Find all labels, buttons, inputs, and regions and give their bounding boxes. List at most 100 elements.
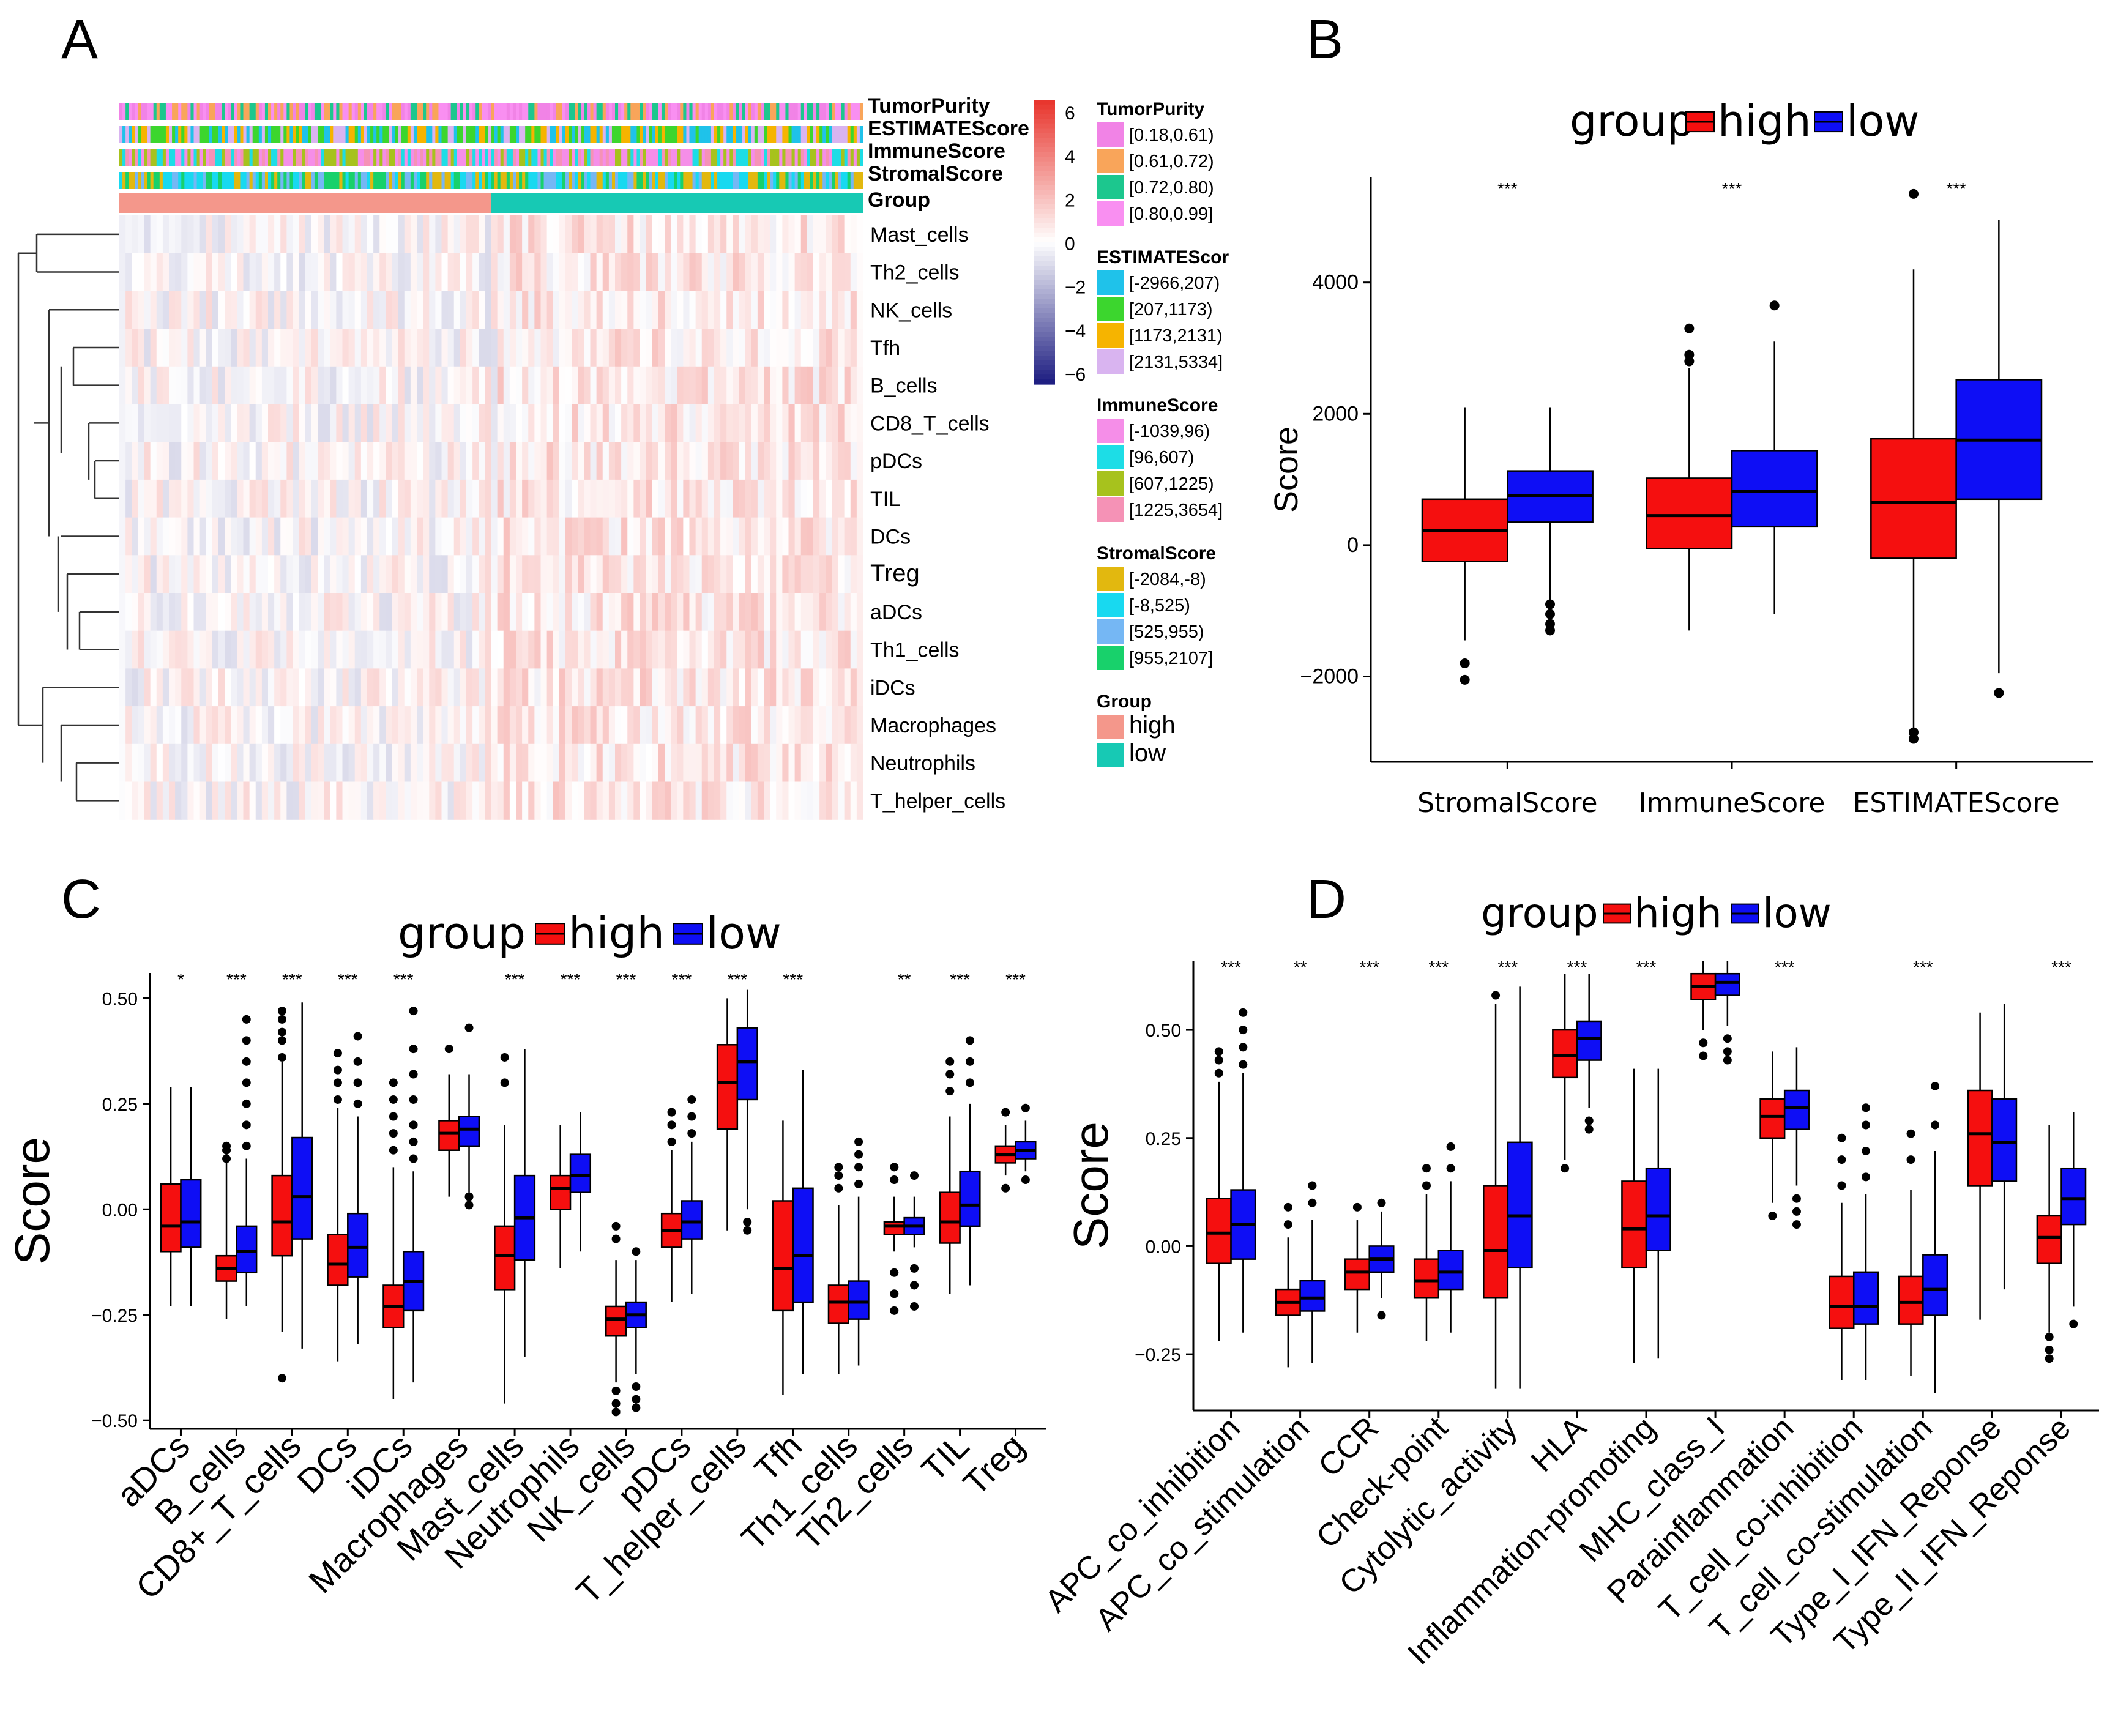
heatmap-cell bbox=[807, 253, 814, 291]
heatmap-cell bbox=[243, 743, 250, 783]
heatmap-cell bbox=[665, 291, 671, 329]
heatmap-cell bbox=[646, 253, 653, 291]
heatmap-cell bbox=[701, 668, 709, 707]
heatmap-cell bbox=[138, 253, 145, 291]
annotation-cell bbox=[856, 126, 860, 143]
heatmap-cell bbox=[844, 668, 851, 707]
heatmap-cell bbox=[695, 593, 703, 631]
heatmap-cell bbox=[429, 291, 436, 329]
heatmap-cell bbox=[373, 329, 380, 367]
annotation-cell bbox=[785, 172, 789, 189]
annotation-cell bbox=[528, 126, 532, 143]
outlier-point bbox=[409, 1070, 418, 1079]
heatmap-cell bbox=[707, 329, 715, 367]
annotation-cell bbox=[395, 126, 399, 143]
heatmap-cell bbox=[528, 630, 535, 669]
heatmap-cell bbox=[379, 668, 386, 707]
heatmap-cell bbox=[274, 517, 281, 556]
annotation-cell bbox=[258, 103, 263, 120]
heatmap-cell bbox=[615, 291, 622, 329]
annotation-cell bbox=[283, 149, 287, 166]
heatmap-cell bbox=[640, 253, 647, 291]
annotation-cell bbox=[618, 103, 622, 120]
heatmap-cell bbox=[794, 442, 802, 480]
annotation-cell bbox=[252, 103, 256, 120]
annotation-cell bbox=[726, 149, 730, 166]
annotation-cell bbox=[581, 103, 584, 120]
box-body bbox=[1991, 1098, 2018, 1182]
annotation-cell bbox=[770, 172, 774, 189]
annotation-cell bbox=[512, 103, 516, 120]
heatmap-cell bbox=[726, 781, 733, 820]
heatmap-cell bbox=[788, 291, 796, 329]
annotation-cell bbox=[215, 149, 219, 166]
heatmap-cell bbox=[360, 215, 368, 254]
heatmap-cell bbox=[311, 366, 318, 405]
heatmap-cell bbox=[453, 668, 461, 707]
box-high-b_cells bbox=[215, 1141, 237, 1319]
heatmap-cell bbox=[429, 215, 436, 254]
heatmap-cell bbox=[261, 668, 269, 707]
heatmap-cell bbox=[608, 291, 616, 329]
heatmap-cell bbox=[286, 404, 294, 442]
annotation-cell bbox=[129, 126, 132, 143]
heatmap-cell bbox=[751, 555, 758, 594]
annotation-cell bbox=[311, 172, 315, 189]
annotation-cell bbox=[661, 172, 665, 189]
heatmap-cell bbox=[435, 555, 442, 594]
heatmap-cell bbox=[553, 781, 560, 820]
heatmap-cell bbox=[435, 253, 442, 291]
annotation-cell bbox=[565, 103, 569, 120]
heatmap-cell bbox=[565, 291, 572, 329]
heatmap-cell bbox=[646, 366, 653, 405]
annotation-cell bbox=[228, 172, 231, 189]
heatmap-cell bbox=[832, 329, 839, 367]
heatmap-cell bbox=[466, 329, 473, 367]
annotation-cell bbox=[441, 172, 446, 189]
box-high-estimatescore bbox=[1870, 188, 1957, 744]
heatmap-row-label: DCs bbox=[870, 525, 911, 548]
heatmap-cell bbox=[453, 743, 461, 783]
heatmap-cell bbox=[330, 706, 337, 745]
heatmap-cell bbox=[225, 442, 231, 480]
annotation-cell bbox=[398, 172, 402, 189]
heatmap-cell bbox=[169, 555, 176, 594]
heatmap-cell bbox=[311, 593, 318, 631]
heatmap-cell bbox=[150, 743, 157, 783]
heatmap-cell bbox=[608, 404, 616, 442]
heatmap-cell bbox=[311, 291, 318, 329]
heatmap-cell bbox=[417, 404, 423, 442]
annotation-cell bbox=[296, 103, 300, 120]
annotation-cell bbox=[165, 103, 170, 120]
heatmap-cell bbox=[460, 215, 467, 254]
heatmap-cell bbox=[330, 291, 337, 329]
heatmap-cell bbox=[491, 706, 498, 745]
heatmap-cell bbox=[671, 706, 677, 745]
heatmap-cell bbox=[745, 291, 752, 329]
annotation-cell bbox=[553, 172, 557, 189]
color-scale-step bbox=[1034, 118, 1055, 124]
box-low-type_ii_ifn_reponse bbox=[2060, 1112, 2087, 1328]
annotation-cell bbox=[575, 172, 578, 189]
annotation-cell bbox=[621, 103, 625, 120]
annotation-cell bbox=[757, 103, 761, 120]
box-high-hla bbox=[1552, 974, 1578, 1173]
heatmap-cell bbox=[249, 253, 256, 291]
heatmap-cell bbox=[348, 668, 356, 707]
heatmap-cell bbox=[633, 479, 641, 518]
heatmap-cell bbox=[348, 215, 356, 254]
heatmap-cell bbox=[683, 442, 690, 480]
annotation-cell bbox=[274, 149, 278, 166]
annotation-cell bbox=[782, 126, 786, 143]
annotation-cell bbox=[345, 103, 349, 120]
heatmap-cell bbox=[199, 291, 207, 329]
heatmap-cell bbox=[764, 329, 770, 367]
heatmap-cell bbox=[336, 517, 343, 556]
heatmap-cell bbox=[119, 668, 126, 707]
heatmap-cell bbox=[615, 253, 622, 291]
outlier-point bbox=[1021, 1103, 1030, 1112]
heatmap-cell bbox=[826, 442, 832, 480]
heatmap-cell bbox=[627, 743, 634, 783]
annotation-cell bbox=[348, 172, 352, 189]
